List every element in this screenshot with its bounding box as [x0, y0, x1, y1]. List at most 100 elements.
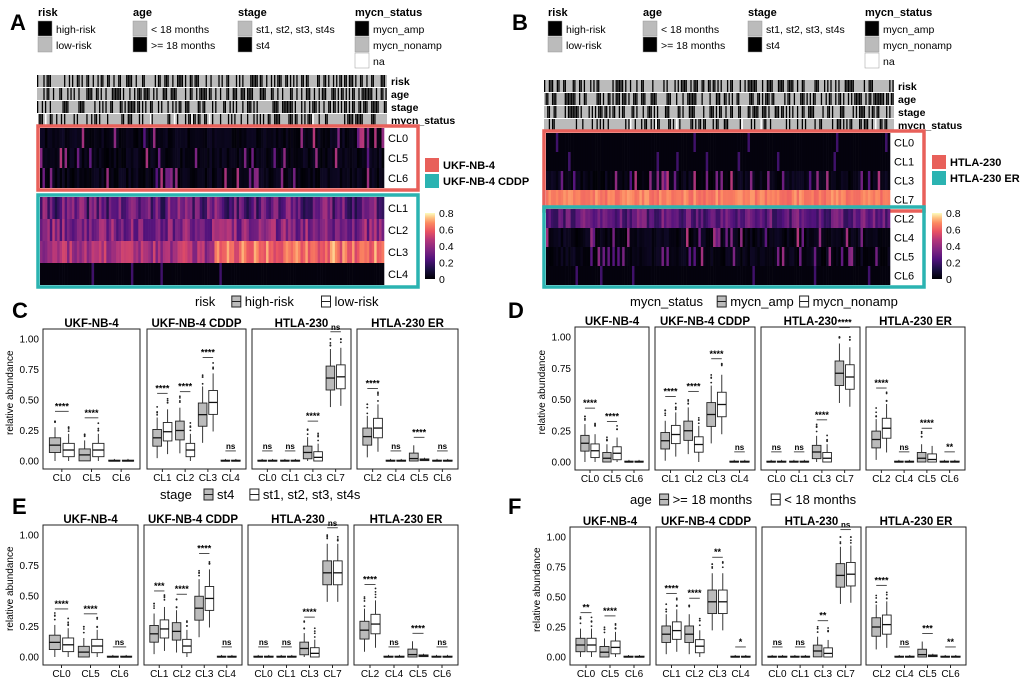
track-bar [188, 101, 190, 113]
heatmap-cell [54, 168, 58, 188]
heatmap-cell [575, 133, 579, 152]
track-bar [348, 75, 351, 87]
heatmap-cell [858, 266, 861, 285]
boxplot-outlier [178, 395, 181, 398]
heatmap-cell [644, 247, 648, 266]
track-bar [323, 88, 325, 100]
track-bar [820, 119, 823, 131]
heatmap-cell [261, 168, 264, 188]
facet-xtick-label: CL2 [176, 473, 195, 484]
track-bar [669, 119, 671, 131]
heatmap-cell [801, 266, 805, 285]
heatmap-cell [354, 128, 358, 148]
heatmap-cell [762, 266, 765, 285]
heatmap-cell [634, 171, 638, 190]
heatmap-cell [278, 263, 282, 285]
heatmap-cell [364, 263, 368, 285]
heatmap-cell [582, 266, 586, 285]
heatmap-cell [94, 168, 97, 188]
track-bar [114, 88, 117, 100]
heatmap-cell [592, 228, 596, 247]
heatmap-cell [44, 197, 48, 219]
heatmap-cell [804, 266, 807, 285]
heatmap-cell [880, 133, 883, 152]
heatmap-cell [818, 133, 822, 152]
track-bar [625, 93, 627, 105]
heatmap-cell [329, 263, 333, 285]
track-bar [571, 106, 573, 118]
track-bar [318, 101, 320, 113]
track-bar [612, 93, 614, 105]
heatmap-cell [789, 152, 793, 171]
heatmap-cell [882, 152, 886, 171]
heatmap-cell [251, 197, 255, 219]
significance-label: ns [772, 443, 782, 452]
boxplot-box [121, 458, 135, 462]
boxplot-box [407, 641, 418, 658]
boxplot-ytick-label: 0.25 [547, 623, 567, 634]
heatmap-cell [130, 197, 134, 219]
heatmap-cell [764, 266, 768, 285]
boxplot-box [362, 403, 373, 458]
heatmap-cell [607, 171, 611, 190]
heatmap-cell [654, 171, 657, 190]
heatmap-cell [590, 133, 593, 152]
heatmap-cell [885, 266, 888, 285]
facet-xtick-label: CL4 [218, 669, 237, 680]
heatmap-cell [371, 128, 375, 148]
heatmap-cell [62, 263, 65, 285]
boxplot-ytick-label: 0.00 [20, 457, 40, 468]
heatmap-cell [862, 266, 866, 285]
panel-letter-b: B [512, 10, 528, 35]
heatmap-cell [848, 228, 851, 247]
track-bar [688, 93, 691, 105]
heatmap-cell [376, 219, 380, 241]
heatmap-cell [808, 266, 812, 285]
heatmap-cell [813, 209, 817, 228]
track-bar [642, 93, 644, 105]
heatmap-cell [273, 197, 277, 219]
track-bar [550, 80, 552, 92]
track-bar [553, 119, 555, 131]
heatmap-cell [580, 152, 584, 171]
track-bar [656, 119, 659, 131]
heatmap-cell [636, 133, 640, 152]
heatmap-cell [69, 219, 73, 241]
heatmap-cell [666, 266, 670, 285]
boxplot-box [48, 420, 62, 461]
heatmap-cell [349, 148, 353, 168]
heatmap-cell [705, 171, 709, 190]
track-bar [839, 119, 842, 131]
heatmap-cell [850, 190, 854, 209]
heatmap-cell [831, 247, 834, 266]
heatmap-cell [177, 219, 181, 241]
heatmap-cell [546, 228, 549, 247]
heatmap-cell [772, 209, 775, 228]
heatmap-cell [676, 171, 679, 190]
heatmap-cell [747, 152, 751, 171]
track-bar [726, 119, 729, 131]
heatmap-cell [831, 266, 834, 285]
track-bar [40, 114, 42, 126]
heatmap-cell [681, 209, 684, 228]
boxplot-outlier [697, 416, 700, 419]
track-bar [304, 114, 306, 126]
boxplot-outlier [606, 438, 608, 441]
heatmap-row-cells [546, 133, 891, 152]
heatmap-cell [332, 241, 336, 263]
heatmap-cell [796, 209, 800, 228]
heatmap-cell [266, 168, 269, 188]
facet-xtick-label: CL5 [81, 669, 100, 680]
heatmap-cell [103, 219, 107, 241]
track-bar [52, 88, 55, 100]
heatmap-cell [138, 241, 142, 263]
heatmap-cell [629, 133, 633, 152]
heatmap-cell [253, 128, 257, 148]
boxplot-outlier [885, 597, 888, 600]
track-bar [256, 75, 258, 87]
track-bar [369, 88, 371, 100]
heatmap-cell [356, 197, 360, 219]
heatmap-cell [823, 228, 827, 247]
heatmap-cell [887, 228, 891, 247]
